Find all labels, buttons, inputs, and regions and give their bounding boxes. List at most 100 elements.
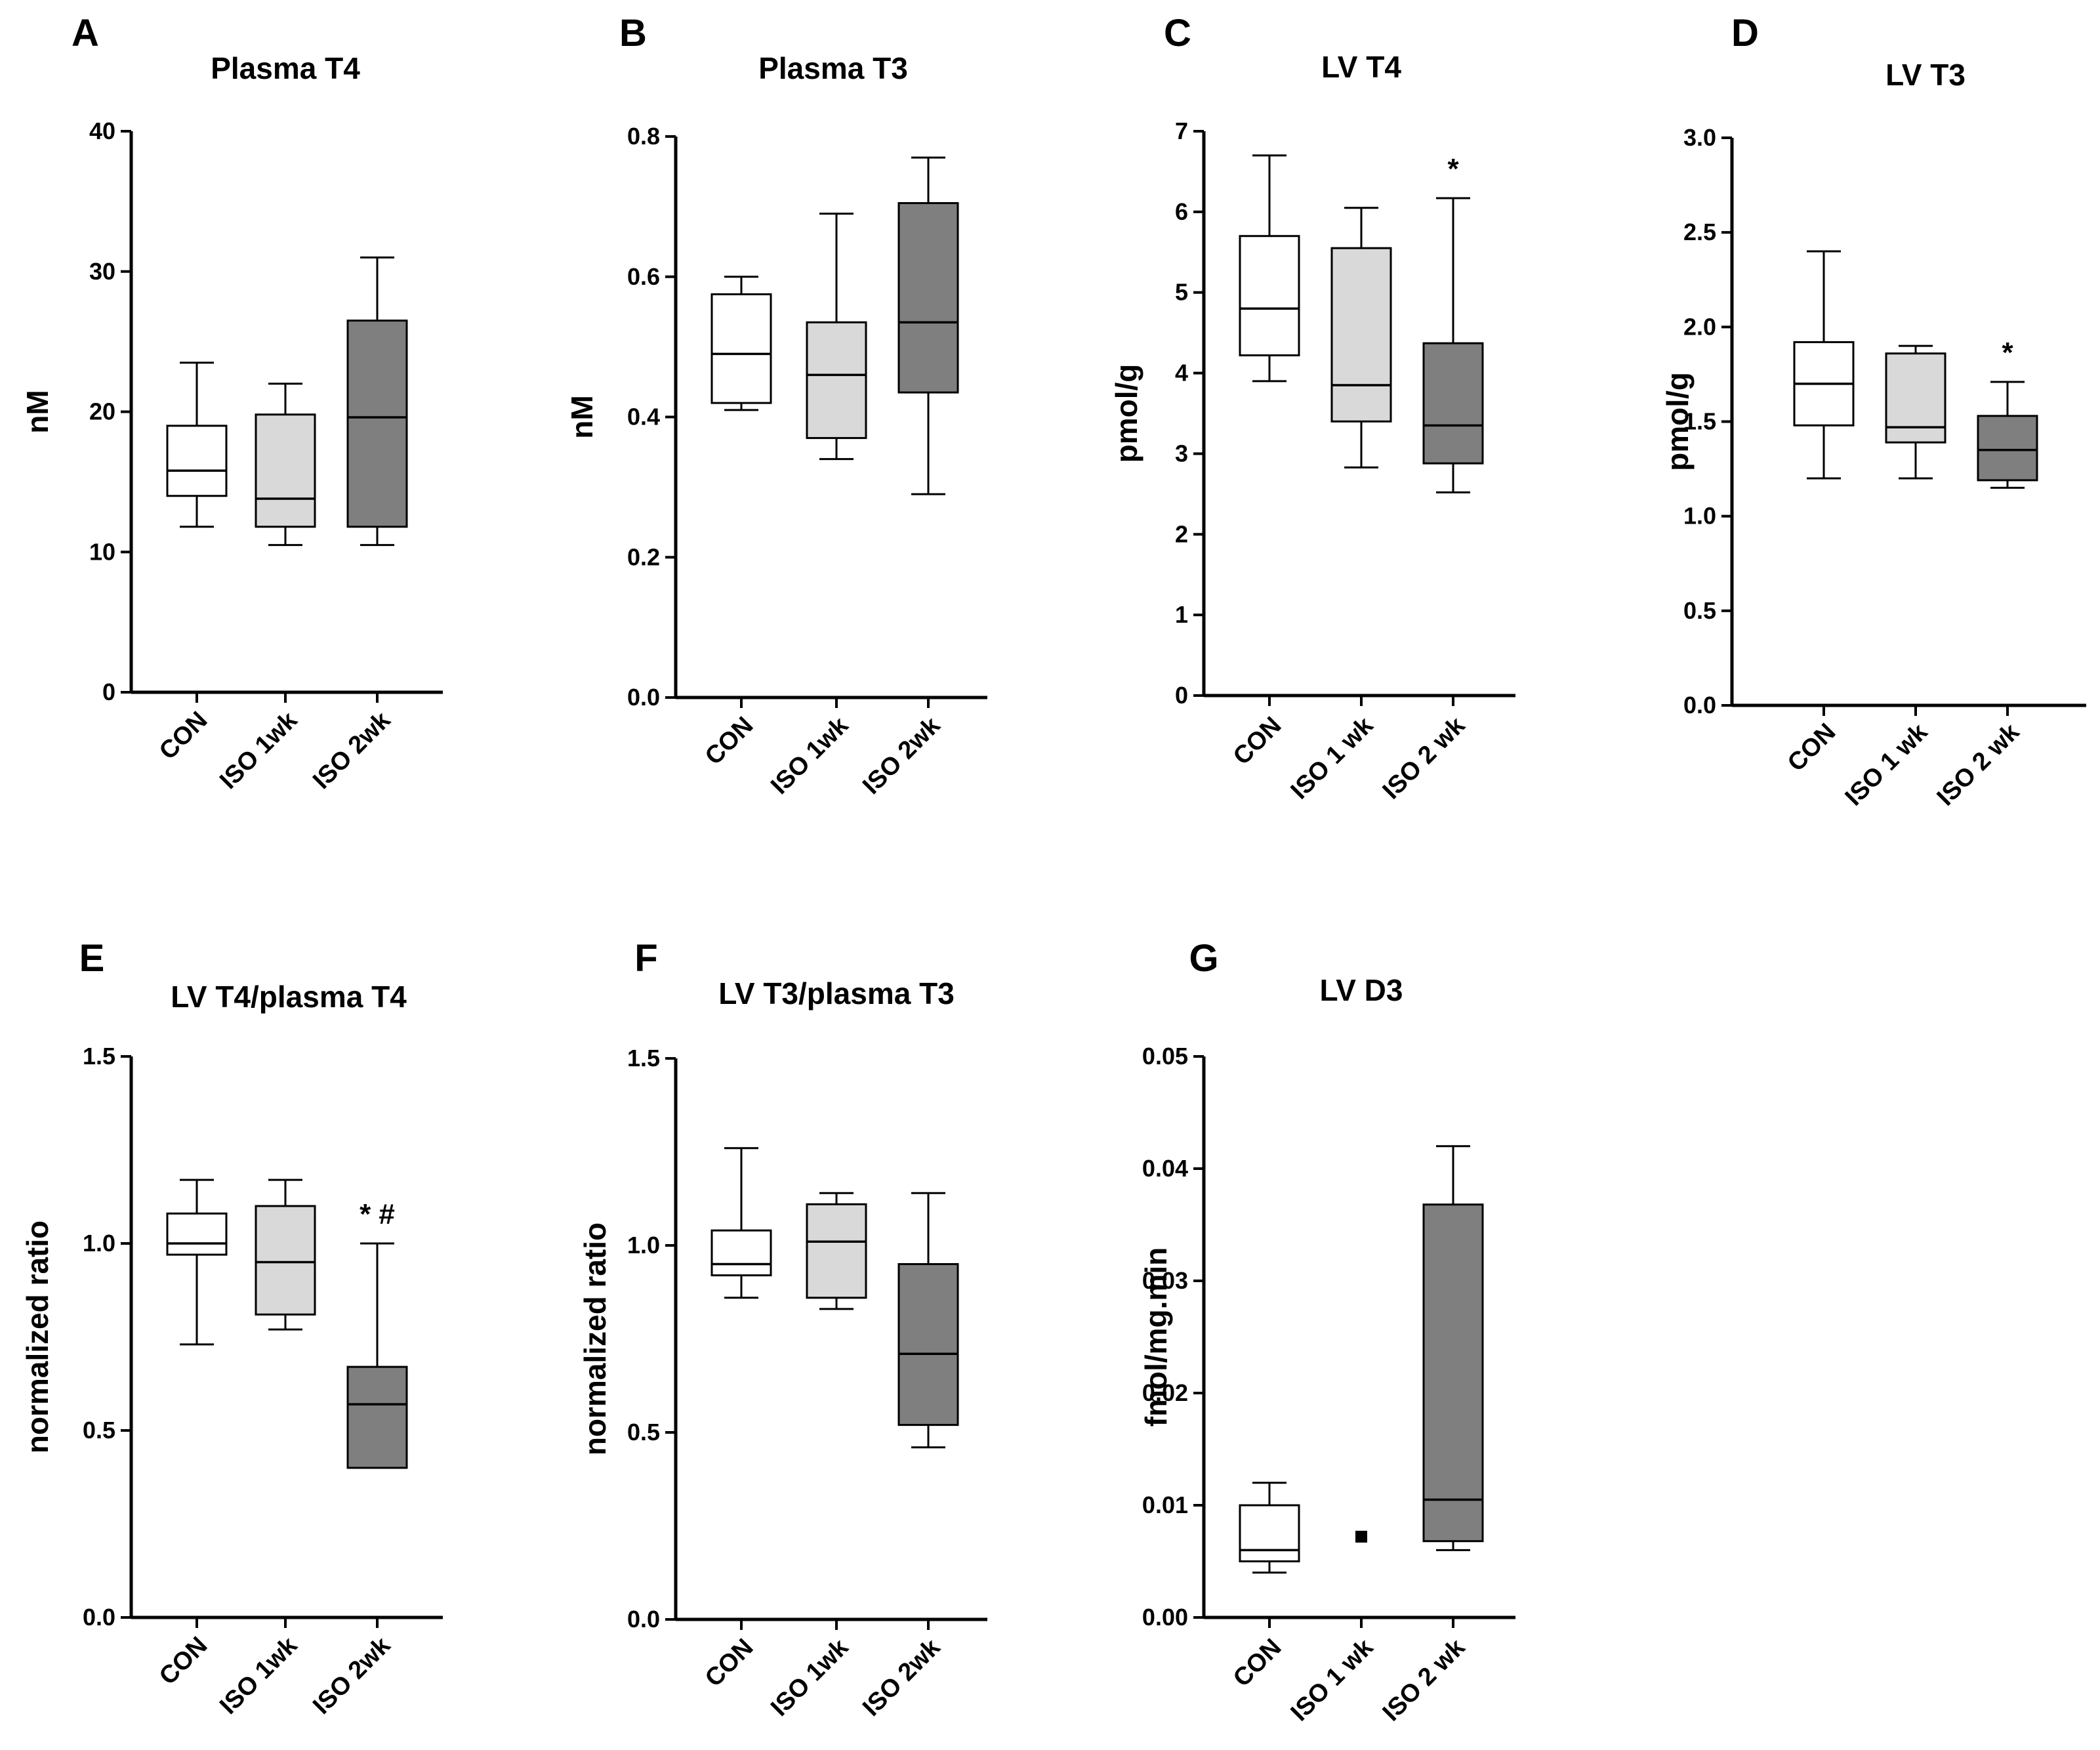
panel-letter: C — [1164, 12, 1191, 54]
panel-title: LV T3 — [1885, 58, 1966, 92]
iqr-box — [166, 425, 228, 497]
y-tick-label: 0.03 — [1142, 1267, 1188, 1294]
y-tick-label: 3.0 — [1683, 124, 1716, 151]
x-tick-label: ISO 1wk — [215, 706, 303, 795]
y-tick-label: 2.5 — [1683, 219, 1716, 245]
x-tick-label: CON — [700, 1634, 758, 1692]
x-tick-label: CON — [154, 1632, 213, 1690]
iqr-box — [255, 1205, 316, 1316]
y-tick-label: 1.5 — [627, 1045, 660, 1072]
box-iso-2wk — [897, 1192, 959, 1449]
x-tick-label: CON — [700, 712, 758, 770]
y-tick-label: 1 — [1175, 601, 1188, 628]
y-tick-label: 30 — [89, 258, 115, 285]
x-tick-label: ISO 1wk — [766, 1633, 854, 1722]
box-iso-1wk — [255, 383, 316, 547]
box-iso-2-wk — [1422, 1145, 1484, 1551]
y-tick-label: 0.5 — [627, 1419, 660, 1446]
panel-d: DLV T3pmol/g0.00.51.01.52.02.53.0CONISO … — [1660, 12, 2086, 811]
significance-marker: * — [1447, 153, 1459, 185]
y-tick-label: 5 — [1175, 279, 1188, 306]
y-axis-label: normalized ratio — [578, 1222, 612, 1455]
y-tick-label: 0.01 — [1142, 1491, 1188, 1518]
iqr-box — [897, 202, 959, 394]
panel-letter: B — [619, 12, 647, 54]
y-tick-label: 0.02 — [1142, 1379, 1188, 1406]
y-tick-label: 10 — [89, 538, 115, 565]
iqr-box — [1239, 1504, 1300, 1562]
x-tick-label: ISO 1 wk — [1840, 718, 1933, 811]
iqr-box — [897, 1263, 959, 1427]
x-tick-label: CON — [154, 707, 213, 765]
y-axis-label: nM — [20, 390, 54, 433]
y-tick-label: 1.5 — [1683, 408, 1716, 435]
y-tick-label: 0.8 — [627, 123, 660, 150]
y-tick-label: 0.5 — [83, 1417, 115, 1444]
y-tick-label: 1.0 — [627, 1232, 660, 1259]
panel-letter: E — [79, 937, 105, 980]
y-tick-label: 0.2 — [627, 543, 660, 570]
y-tick-label: 4 — [1175, 360, 1188, 386]
y-tick-label: 0.6 — [627, 263, 660, 290]
box-con — [1239, 1482, 1300, 1574]
y-tick-label: 0.00 — [1142, 1604, 1188, 1631]
box-iso-1-wk — [1330, 207, 1392, 469]
y-tick-label: 3 — [1175, 440, 1188, 467]
x-tick-label: ISO 1 wk — [1286, 711, 1379, 804]
iqr-box — [806, 321, 867, 440]
data-point — [1355, 1530, 1367, 1543]
x-tick-label: ISO 2wk — [308, 1631, 396, 1720]
x-tick-label: CON — [1228, 1634, 1287, 1692]
y-axis-label: pmol/g — [1660, 372, 1695, 471]
box-iso-2-wk — [1422, 197, 1484, 493]
box-iso-2wk — [346, 256, 408, 547]
y-tick-label: 2.0 — [1683, 313, 1716, 340]
y-axis-label: fmol/mg.min — [1139, 1247, 1173, 1427]
x-tick-label: ISO 1wk — [766, 711, 854, 800]
y-axis-label: normalized ratio — [20, 1220, 54, 1453]
iqr-box — [1422, 1203, 1484, 1543]
y-tick-label: 6 — [1175, 198, 1188, 225]
box-iso-1-wk — [1885, 344, 1946, 480]
iqr-box — [1977, 415, 2038, 482]
y-axis-label: nM — [565, 395, 599, 438]
x-tick-label: ISO 2wk — [857, 1633, 946, 1722]
iqr-box — [1330, 247, 1392, 423]
panel-letter: D — [1731, 12, 1759, 54]
box-iso-2wk — [897, 156, 959, 495]
panel-title: LV T3/plasma T3 — [718, 976, 955, 1010]
y-tick-label: 0.0 — [627, 1606, 660, 1633]
panel-title: LV T4 — [1321, 50, 1401, 84]
significance-marker: * # — [360, 1198, 395, 1230]
iqr-box — [255, 413, 316, 528]
panel-letter: F — [634, 937, 657, 980]
iqr-box — [166, 1212, 228, 1256]
iqr-box — [710, 293, 772, 404]
x-tick-label: ISO 2 wk — [1932, 718, 2025, 811]
y-tick-label: 1.0 — [1683, 503, 1716, 530]
y-tick-label: 0.04 — [1142, 1155, 1188, 1182]
box-con — [1793, 250, 1855, 480]
y-tick-label: 2 — [1175, 520, 1188, 547]
panel-title: LV D3 — [1320, 973, 1403, 1007]
y-tick-label: 0.05 — [1142, 1043, 1188, 1070]
y-tick-label: 1.0 — [83, 1230, 115, 1257]
box-iso-2wk — [346, 1242, 408, 1469]
panel-title: Plasma T3 — [758, 51, 908, 85]
box-con — [166, 1178, 228, 1346]
iqr-box — [1239, 235, 1300, 357]
iqr-box — [1885, 352, 1946, 444]
x-tick-label: CON — [1782, 719, 1841, 777]
y-axis-label: pmol/g — [1109, 364, 1143, 463]
x-tick-label: ISO 2wk — [308, 706, 396, 795]
box-iso-2-wk — [1977, 381, 2038, 489]
y-tick-label: 40 — [89, 117, 115, 144]
panel-title: Plasma T4 — [211, 51, 360, 85]
x-tick-label: ISO 2wk — [857, 711, 946, 800]
x-tick-label: CON — [1228, 712, 1287, 770]
y-tick-label: 0.0 — [627, 684, 660, 711]
iqr-box — [346, 320, 408, 528]
box-iso-1wk — [806, 1192, 867, 1310]
panel-f: F LV T3/plasma T3 normalized ratio 0.0 0.5 1.… — [578, 937, 987, 1722]
